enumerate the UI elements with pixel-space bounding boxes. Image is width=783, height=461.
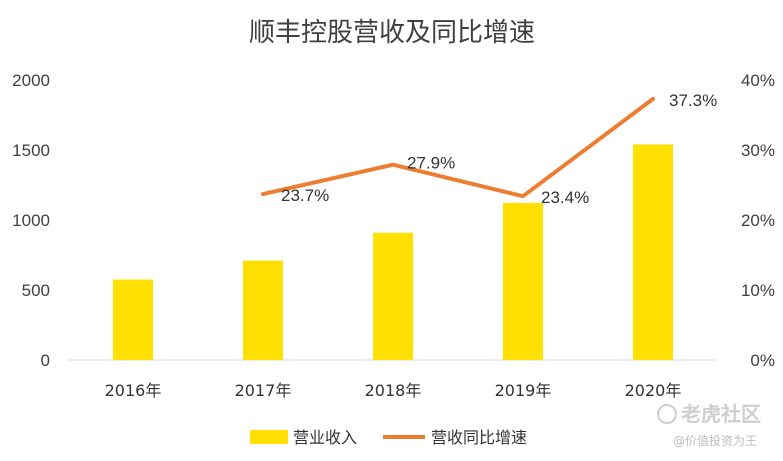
y2-tick-label: 0%	[750, 351, 775, 370]
y-tick-label: 1500	[12, 141, 50, 160]
bar	[373, 232, 413, 360]
y-tick-label: 2000	[12, 71, 50, 90]
y-tick-label: 500	[22, 281, 50, 300]
tiger-logo-icon	[657, 404, 677, 424]
bar	[633, 144, 673, 360]
watermark-sub: @价值投资为王	[673, 433, 757, 448]
x-tick-label: 2016年	[105, 381, 162, 400]
y-tick-label: 1000	[12, 211, 50, 230]
watermark: 老虎社区 @价值投资为王	[657, 402, 761, 448]
legend: 营业收入 营收同比增速	[250, 428, 527, 447]
data-label: 23.4%	[541, 188, 589, 207]
x-tick-label: 2019年	[495, 381, 552, 400]
y2-tick-label: 40%	[741, 71, 775, 90]
data-label: 27.9%	[407, 154, 455, 173]
bar-series	[113, 144, 673, 360]
x-tick-label: 2017年	[235, 381, 292, 400]
line-series: 23.7% 27.9% 23.4% 37.3%	[261, 91, 717, 207]
y-axis: 0 500 1000 1500 2000	[12, 71, 50, 370]
legend-bar-label: 营业收入	[293, 428, 357, 447]
bar	[503, 202, 543, 360]
growth-line	[261, 96, 655, 199]
y-tick-label: 0	[41, 351, 50, 370]
bar	[243, 260, 283, 360]
data-label: 37.3%	[669, 91, 717, 110]
x-axis: 2016年 2017年 2018年 2019年 2020年	[105, 381, 682, 400]
x-tick-label: 2020年	[625, 381, 682, 400]
bar	[113, 279, 153, 360]
y2-tick-label: 20%	[741, 211, 775, 230]
y2-axis: 0% 10% 20% 30% 40%	[741, 71, 775, 370]
x-tick-label: 2018年	[365, 381, 422, 400]
chart-title: 顺丰控股营收及同比增速	[249, 18, 535, 48]
data-label: 23.7%	[281, 186, 329, 205]
legend-line-label: 营收同比增速	[431, 428, 527, 447]
y2-tick-label: 10%	[741, 281, 775, 300]
watermark-main: 老虎社区	[681, 402, 761, 426]
y2-tick-label: 30%	[741, 141, 775, 160]
legend-bar-swatch	[250, 430, 288, 444]
